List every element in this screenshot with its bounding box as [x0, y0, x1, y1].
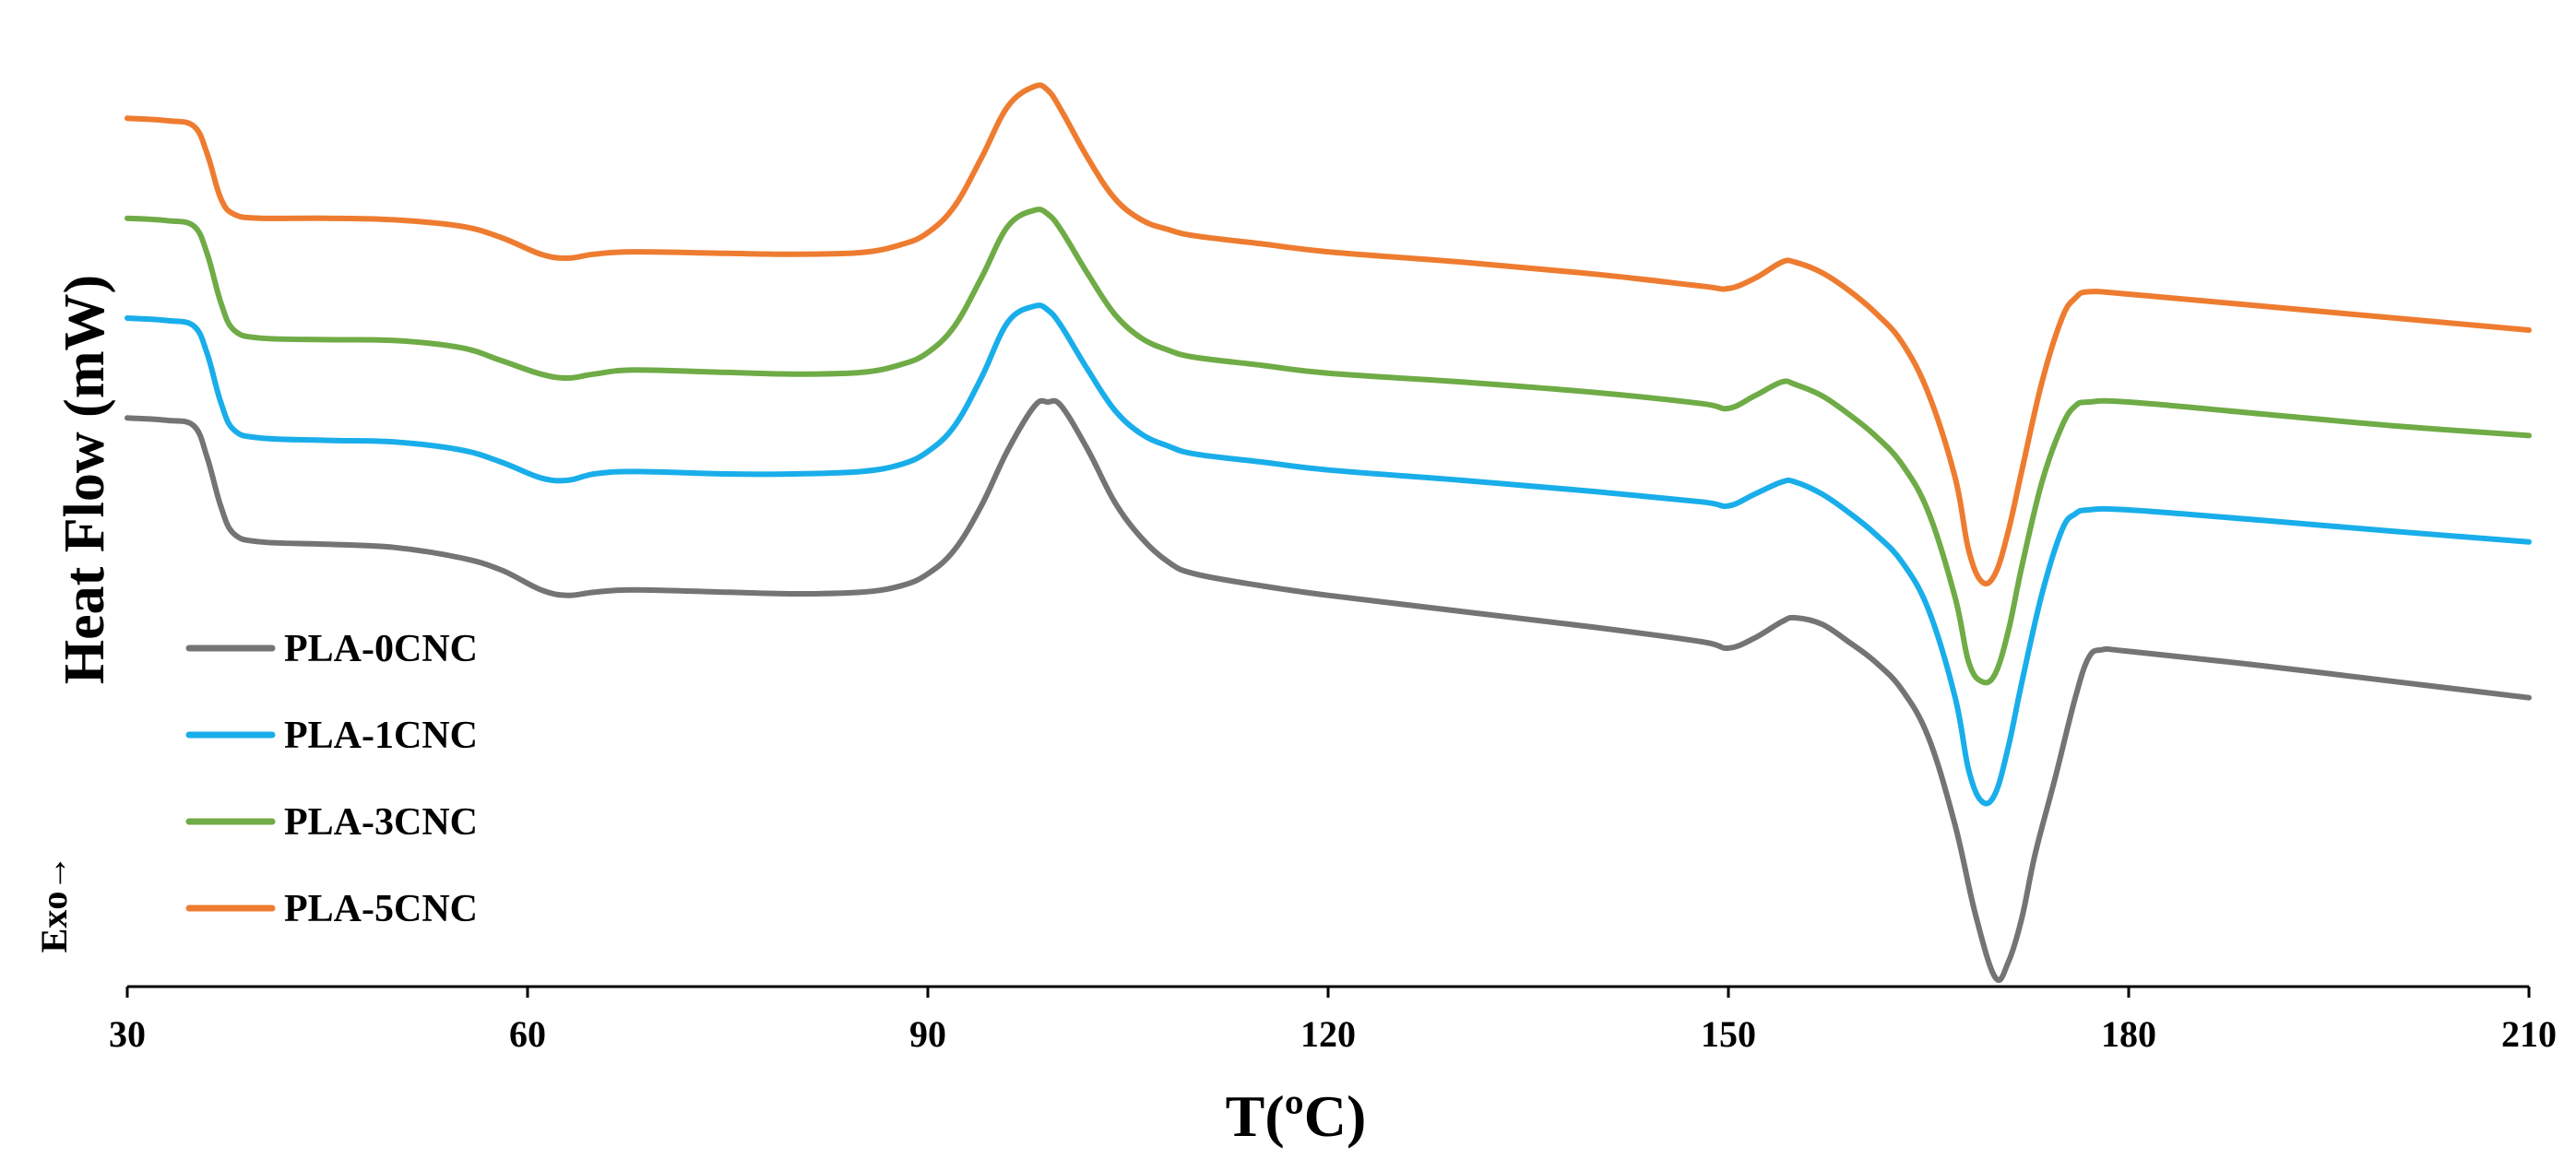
y-axis-title: Heat Flow (mW): [53, 275, 116, 684]
series-line-pla-3cnc: [125, 207, 2532, 686]
x-ticks: 30 60 90 120 150 180 210: [109, 987, 2557, 1055]
legend-label: PLA-5CNC: [284, 888, 478, 930]
legend-label: PLA-0CNC: [284, 628, 478, 670]
legend-label: PLA-3CNC: [284, 801, 478, 844]
series-layer: [125, 82, 2532, 983]
x-axis-title: T(ºC): [1226, 1083, 1367, 1149]
x-tick-label: 150: [1701, 1013, 1756, 1055]
x-tick-label: 30: [109, 1013, 146, 1055]
x-tick-label: 210: [2501, 1013, 2557, 1055]
x-tick-label: 120: [1300, 1013, 1356, 1055]
exo-direction-label: Exo→: [33, 855, 75, 953]
series-line-pla-5cnc: [125, 82, 2532, 587]
series-line-pla-0cnc: [125, 397, 2532, 983]
series-line-pla-1cnc: [125, 302, 2532, 807]
legend: PLA-0CNC PLA-1CNC PLA-3CNC PLA-5CNC: [185, 628, 478, 930]
legend-label: PLA-1CNC: [284, 715, 478, 757]
x-tick-label: 180: [2101, 1013, 2156, 1055]
x-tick-label: 60: [509, 1013, 546, 1055]
x-tick-label: 90: [909, 1013, 946, 1055]
